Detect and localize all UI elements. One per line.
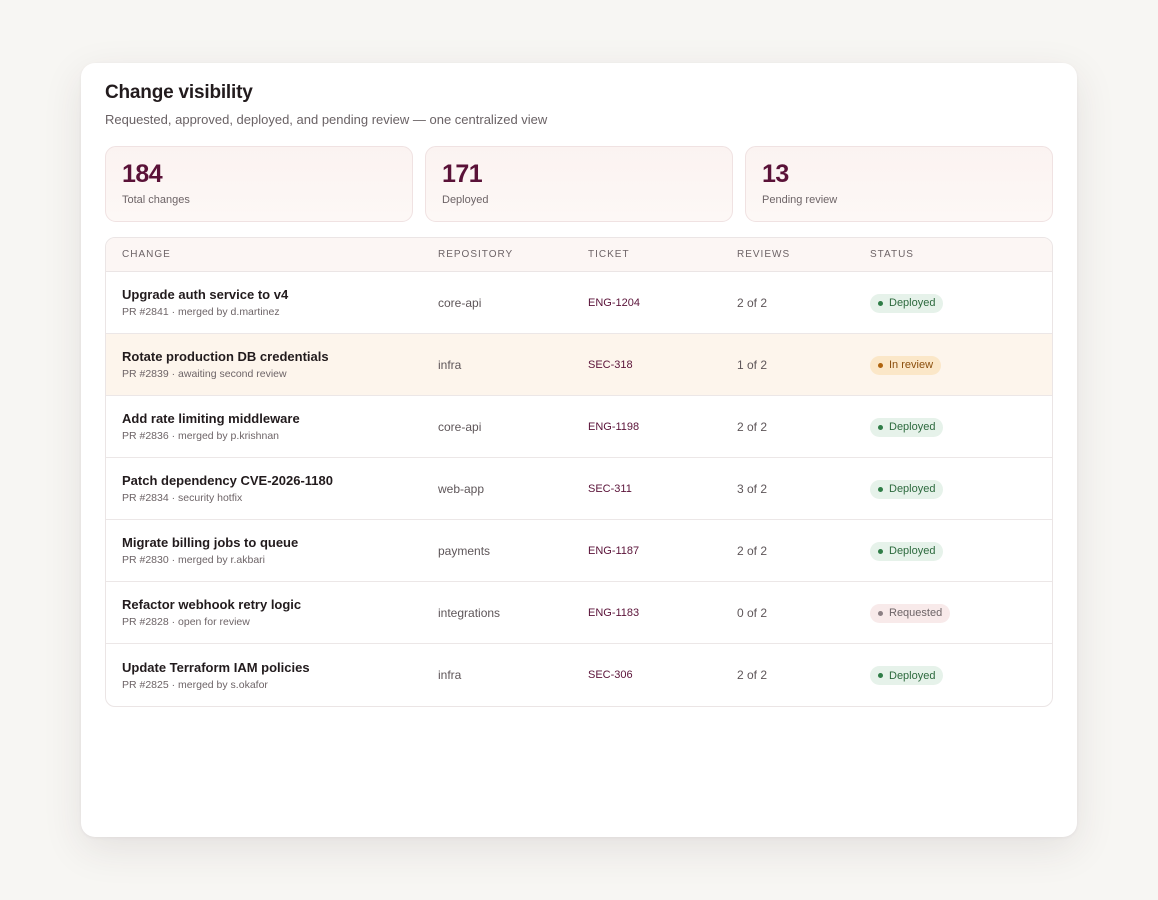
status-dot-icon — [878, 362, 883, 368]
ticket-link[interactable]: ENG-1204 — [588, 296, 640, 309]
status-cell: Deployed — [870, 479, 1052, 499]
stat-label: Deployed — [442, 194, 489, 206]
stat-value: 13 — [762, 160, 789, 188]
change-title[interactable]: Add rate limiting middleware — [122, 411, 300, 426]
status-dot-icon — [878, 673, 883, 678]
change-meta: PR #2834 · security hotfix — [122, 492, 243, 504]
ticket-link[interactable]: ENG-1183 — [588, 606, 640, 619]
repository-cell: payments — [438, 543, 491, 558]
change-visibility-card: Change visibility Requested, approved, d… — [81, 63, 1077, 837]
status-cell: Deployed — [870, 541, 1052, 561]
status-badge: Deployed — [870, 479, 944, 499]
status-label: Deployed — [889, 483, 936, 495]
stat-pending-review: 13 Pending review — [745, 146, 1053, 222]
page-subtitle: Requested, approved, deployed, and pendi… — [105, 112, 548, 127]
column-header-status[interactable]: STATUS — [870, 249, 914, 260]
table-row[interactable]: Add rate limiting middleware PR #2836 · … — [106, 396, 1052, 458]
change-meta: PR #2839 · awaiting second review — [122, 368, 287, 380]
table-row[interactable]: Patch dependency CVE-2026-1180 PR #2834 … — [106, 458, 1052, 520]
change-title[interactable]: Update Terraform IAM policies — [122, 659, 310, 675]
changes-table: CHANGE REPOSITORY TICKET REVIEWS STATUS … — [105, 237, 1053, 707]
reviews-cell: 2 of 2 — [737, 419, 768, 434]
column-header-ticket[interactable]: TICKET — [588, 249, 630, 260]
change-cell: Upgrade auth service to v4 PR #2841 · me… — [106, 287, 438, 318]
status-dot-icon — [878, 610, 883, 616]
ticket-link[interactable]: SEC-318 — [588, 358, 633, 371]
status-badge: Deployed — [870, 293, 944, 313]
change-cell: Update Terraform IAM policies PR #2825 ·… — [106, 660, 438, 691]
change-meta: PR #2825 · merged by s.okafor — [122, 678, 268, 691]
reviews-cell: 1 of 2 — [737, 357, 768, 372]
table-row[interactable]: Refactor webhook retry logic PR #2828 · … — [106, 582, 1052, 644]
change-cell: Refactor webhook retry logic PR #2828 · … — [106, 597, 438, 628]
table-row[interactable]: Update Terraform IAM policies PR #2825 ·… — [106, 644, 1052, 706]
status-cell: Deployed — [870, 293, 1052, 313]
status-badge: Deployed — [870, 541, 944, 561]
change-title[interactable]: Migrate billing jobs to queue — [122, 535, 299, 550]
status-cell: Requested — [870, 603, 1052, 623]
change-title[interactable]: Patch dependency CVE-2026-1180 — [122, 473, 333, 488]
repository-cell: infra — [438, 357, 462, 372]
status-badge: In review — [870, 355, 942, 375]
status-label: Requested — [889, 607, 943, 619]
change-title[interactable]: Upgrade auth service to v4 — [122, 287, 289, 302]
repository-cell: web-app — [438, 481, 485, 496]
change-title[interactable]: Refactor webhook retry logic — [122, 597, 302, 612]
table-row[interactable]: Rotate production DB credentials PR #283… — [106, 334, 1052, 396]
change-title[interactable]: Rotate production DB credentials — [122, 349, 329, 364]
table-body: Upgrade auth service to v4 PR #2841 · me… — [106, 272, 1052, 706]
reviews-cell: 2 of 2 — [737, 668, 768, 682]
change-meta: PR #2841 · merged by d.martinez — [122, 306, 280, 318]
reviews-cell: 2 of 2 — [737, 543, 768, 558]
status-dot-icon — [878, 424, 883, 430]
repository-cell: core-api — [438, 295, 482, 310]
table-row[interactable]: Upgrade auth service to v4 PR #2841 · me… — [106, 272, 1052, 334]
column-header-repository[interactable]: REPOSITORY — [438, 249, 514, 260]
status-label: Deployed — [889, 669, 936, 682]
table-header: CHANGE REPOSITORY TICKET REVIEWS STATUS — [106, 238, 1052, 272]
change-meta: PR #2836 · merged by p.krishnan — [122, 430, 280, 442]
change-cell: Patch dependency CVE-2026-1180 PR #2834 … — [106, 473, 438, 504]
ticket-link[interactable]: ENG-1187 — [588, 544, 640, 557]
repository-cell: infra — [438, 668, 462, 682]
change-cell: Rotate production DB credentials PR #283… — [106, 349, 438, 380]
repository-cell: core-api — [438, 419, 482, 434]
status-label: In review — [889, 359, 934, 371]
page-title: Change visibility — [105, 82, 253, 103]
column-header-change[interactable]: CHANGE — [122, 249, 171, 260]
column-header-reviews[interactable]: REVIEWS — [737, 249, 791, 260]
table-row[interactable]: Migrate billing jobs to queue PR #2830 ·… — [106, 520, 1052, 582]
status-label: Deployed — [889, 297, 936, 309]
status-cell: Deployed — [870, 417, 1052, 437]
stats-row: 184 Total changes 171 Deployed 13 Pendin… — [105, 146, 1053, 222]
ticket-link[interactable]: SEC-311 — [588, 482, 632, 495]
status-label: Deployed — [889, 545, 936, 557]
change-meta: PR #2830 · merged by r.akbari — [122, 554, 265, 566]
status-badge: Requested — [870, 603, 951, 623]
reviews-cell: 3 of 2 — [737, 481, 768, 496]
status-dot-icon — [878, 486, 883, 492]
stat-value: 171 — [442, 160, 483, 188]
status-dot-icon — [878, 548, 883, 554]
status-cell: Deployed — [870, 665, 1052, 685]
stat-total-changes: 184 Total changes — [105, 146, 413, 222]
status-dot-icon — [878, 300, 883, 306]
stat-deployed: 171 Deployed — [425, 146, 733, 222]
status-badge: Deployed — [870, 417, 944, 437]
repository-cell: integrations — [438, 605, 501, 620]
stat-label: Total changes — [122, 194, 190, 206]
change-meta: PR #2828 · open for review — [122, 616, 250, 628]
ticket-link[interactable]: ENG-1198 — [588, 420, 640, 433]
reviews-cell: 2 of 2 — [737, 295, 768, 310]
status-label: Deployed — [889, 421, 936, 433]
stat-value: 184 — [122, 160, 163, 188]
change-cell: Add rate limiting middleware PR #2836 · … — [106, 411, 438, 442]
change-cell: Migrate billing jobs to queue PR #2830 ·… — [106, 535, 438, 566]
ticket-link[interactable]: SEC-306 — [588, 669, 633, 681]
reviews-cell: 0 of 2 — [737, 605, 768, 620]
stat-label: Pending review — [762, 194, 838, 206]
status-cell: In review — [870, 355, 1052, 375]
status-badge: Deployed — [870, 666, 944, 685]
